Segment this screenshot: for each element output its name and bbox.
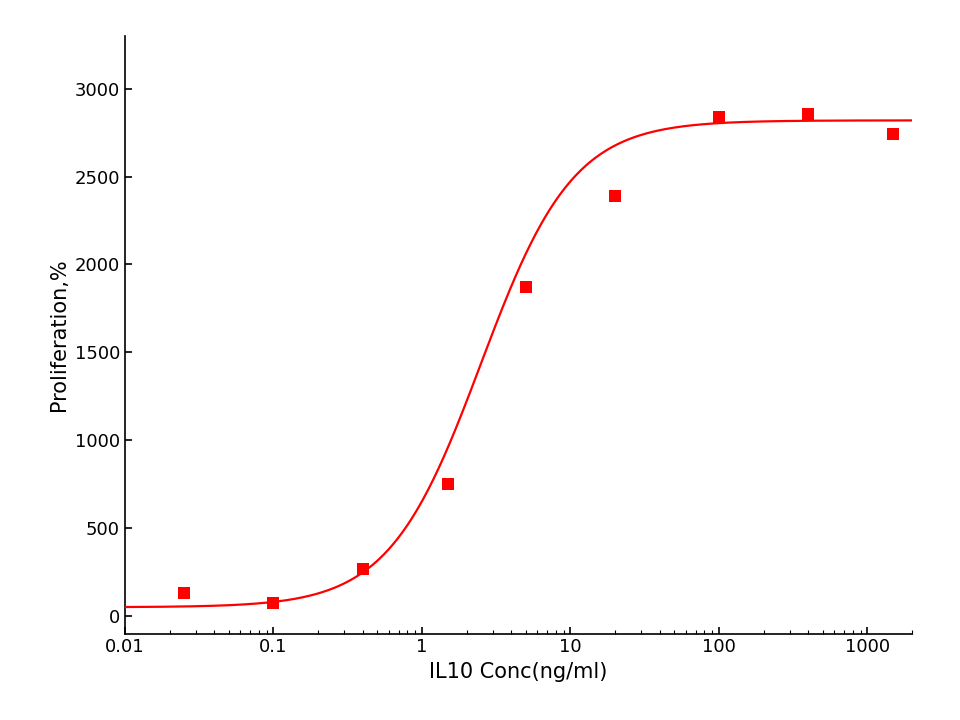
- Point: [886, 129, 901, 140]
- Point: [608, 190, 623, 202]
- Y-axis label: Proliferation,%: Proliferation,%: [49, 258, 69, 411]
- Point: [266, 597, 281, 608]
- Point: [801, 109, 816, 120]
- Point: [441, 478, 456, 490]
- Point: [711, 111, 727, 122]
- Point: [517, 282, 533, 293]
- Point: [177, 588, 192, 599]
- Point: [355, 563, 371, 575]
- X-axis label: IL10 Conc(ng/ml): IL10 Conc(ng/ml): [429, 662, 608, 682]
